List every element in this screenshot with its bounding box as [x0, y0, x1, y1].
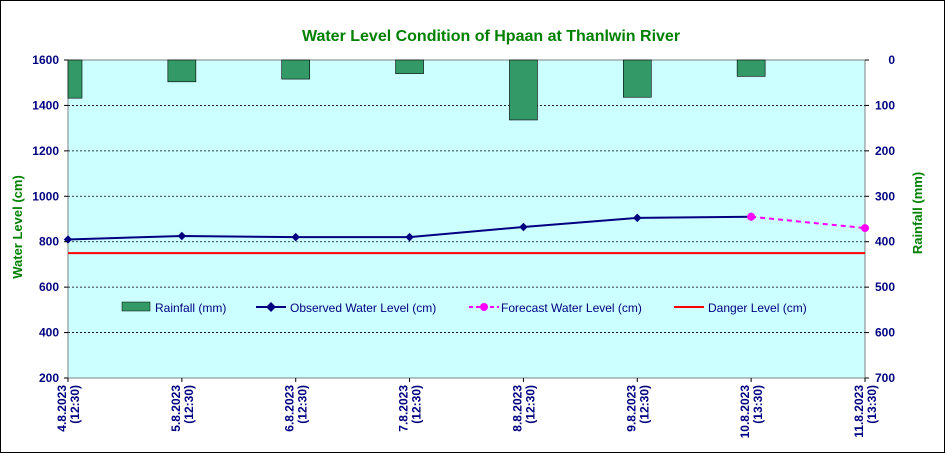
- x-tick-time: (12:30): [523, 385, 537, 424]
- forecast-water-level-line: [751, 215, 866, 230]
- rainfall-bar: [67, 59, 83, 99]
- y-right-tick-label: 500: [875, 280, 895, 294]
- y-right-tick-label: 0: [888, 53, 895, 67]
- x-tick-label: 6.8.2023 (12:30): [283, 385, 310, 432]
- y-left-tick-label: 200: [39, 371, 59, 385]
- forecast-point: [747, 212, 756, 221]
- rainfall-bar: [509, 59, 538, 121]
- y-left-tick-label: 1400: [32, 98, 59, 112]
- x-tick-date: 9.8.2023: [624, 385, 638, 432]
- y-axis-left-label: Water Level (cm): [10, 175, 25, 279]
- x-tick-label: 4.8.2023 (12:30): [55, 385, 82, 432]
- legend-forecast-marker: [480, 303, 488, 311]
- observed-point: [405, 232, 414, 242]
- x-tick-date: 7.8.2023: [397, 385, 411, 432]
- rainfall-bar: [622, 59, 652, 98]
- rainfall-bar: [736, 59, 766, 77]
- x-tick-time: (12:30): [296, 385, 310, 424]
- x-tick-time: (12:30): [410, 385, 424, 424]
- right-axis-ticks: 0 100 200 300 400 500 600 700: [865, 53, 895, 385]
- x-tick-time: (13:30): [865, 385, 879, 424]
- y-left-tick-label: 1000: [32, 189, 59, 203]
- y-right-tick-label: 700: [875, 371, 895, 385]
- legend-rainfall-swatch: [121, 301, 151, 312]
- x-tick-date: 10.8.2023: [738, 385, 752, 439]
- observed-point: [291, 232, 300, 242]
- x-tick-time: (12:30): [637, 385, 651, 424]
- x-tick-date: 6.8.2023: [283, 385, 297, 432]
- x-tick-label: 7.8.2023 (12:30): [397, 385, 424, 432]
- legend-danger-label: Danger Level (cm): [708, 301, 807, 315]
- x-tick-label: 10.8.2023 (13:30): [738, 385, 765, 439]
- y-left-tick-label: 800: [39, 235, 59, 249]
- chart-title: Water Level Condition of Hpaan at Thanlw…: [302, 28, 680, 45]
- x-tick-date: 4.8.2023: [55, 385, 69, 432]
- y-right-tick-label: 100: [875, 98, 895, 112]
- x-axis-ticks: 4.8.2023 (12:30) 5.8.2023 (12:30) 6.8.2023 (1…: [55, 378, 879, 438]
- y-left-tick-label: 600: [39, 280, 59, 294]
- y-right-tick-label: 400: [875, 235, 895, 249]
- x-tick-label: 11.8.2023 (13:30): [852, 385, 879, 438]
- y-right-tick-label: 300: [875, 189, 895, 203]
- y-axis-right-label: Rainfall (mm): [910, 172, 925, 254]
- x-tick-date: 11.8.2023: [852, 385, 866, 438]
- x-tick-time: (12:30): [68, 385, 82, 424]
- legend-forecast-label: Forecast Water Level (cm): [501, 301, 642, 315]
- y-left-tick-label: 400: [39, 326, 59, 340]
- rainfall-bar: [167, 59, 197, 83]
- x-tick-label: 8.8.2023 (12:30): [510, 385, 537, 432]
- rainfall-bar: [281, 59, 311, 80]
- left-axis-ticks: 200 400 600 800 1000 1200 1400 1600: [32, 53, 68, 385]
- rainfall-bars: [67, 59, 766, 121]
- forecast-point: [861, 224, 869, 233]
- legend-rainfall-label: Rainfall (mm): [155, 301, 226, 315]
- y-right-tick-label: 200: [875, 144, 895, 158]
- x-tick-date: 5.8.2023: [169, 385, 183, 432]
- y-left-tick-label: 1600: [32, 53, 59, 67]
- x-tick-label: 5.8.2023 (12:30): [169, 385, 196, 432]
- y-right-tick-label: 600: [875, 326, 895, 340]
- x-tick-date: 8.8.2023: [510, 385, 524, 432]
- y-left-tick-label: 1200: [32, 144, 59, 158]
- legend-observed-marker: [266, 302, 276, 312]
- observed-point: [177, 231, 187, 241]
- legend-observed-label: Observed Water Level (cm): [290, 301, 436, 315]
- grid-lines: [68, 105, 865, 333]
- x-tick-label: 9.8.2023 (12:30): [624, 385, 651, 432]
- rainfall-bar: [395, 59, 424, 74]
- x-tick-time: (12:30): [182, 385, 196, 424]
- plot-area: [67, 59, 866, 379]
- x-tick-time: (13:30): [751, 385, 765, 424]
- legend: Rainfall (mm) Observed Water Level (cm) …: [121, 301, 807, 315]
